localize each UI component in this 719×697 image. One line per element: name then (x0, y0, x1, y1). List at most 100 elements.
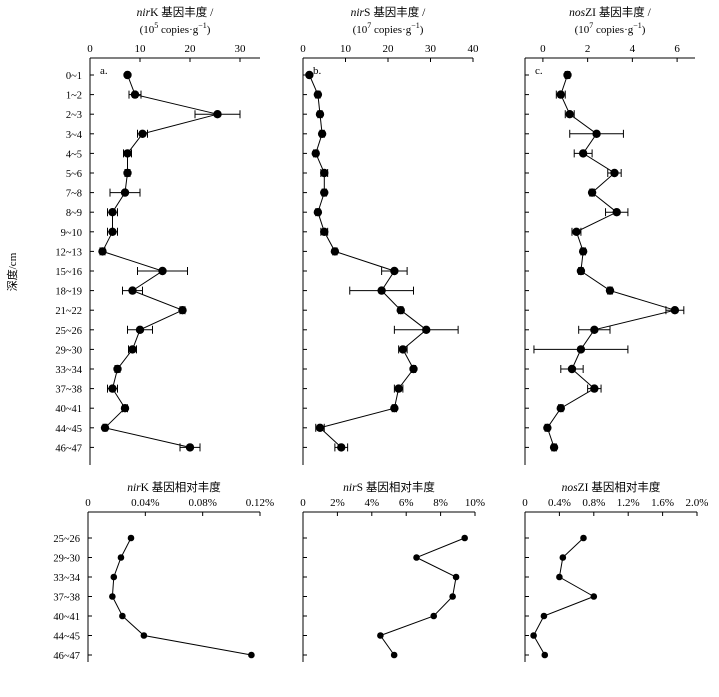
y-tick-label: 18~19 (55, 287, 82, 298)
data-point (530, 632, 537, 639)
y-tick-label: 40~41 (55, 404, 82, 415)
data-point (452, 573, 460, 581)
data-point (248, 651, 255, 659)
x-tick-label: 0 (85, 497, 91, 509)
unit-exponent-2: −1 (633, 21, 642, 30)
x-tick-label: 0 (522, 497, 528, 509)
x-tick-label: 4 (630, 43, 636, 55)
depth-axis-label: 深度/cm (5, 252, 19, 291)
gene-name-suffix: S (364, 7, 370, 19)
y-tick-label: 33~34 (53, 573, 80, 584)
y-tick-label: 9~10 (61, 228, 82, 239)
data-point (311, 149, 320, 158)
data-point (110, 573, 118, 581)
gene-name-suffix: K (141, 482, 150, 494)
x-tick-label: 0.08% (188, 497, 216, 509)
data-point (135, 325, 145, 334)
data-point (330, 247, 340, 256)
gene-name-suffix: ZI (585, 7, 596, 19)
data-point (563, 70, 572, 80)
panel-title: nirK 基因相对丰度 (127, 480, 221, 494)
x-tick-label: 10% (465, 497, 485, 509)
gene-name-italic: nir (137, 7, 151, 19)
unit-suffix: ) (420, 24, 424, 36)
data-point (610, 168, 619, 178)
data-point (409, 364, 418, 374)
data-point (100, 423, 110, 432)
panel-bottom-c: nosZI 基因相对丰度 0 0.4% 0.8% 1.2% 1.6% 2.0% (522, 480, 708, 662)
data-point (590, 384, 599, 393)
data-point (317, 129, 327, 138)
panel-title: nosZI 基因相对丰度 (562, 480, 661, 494)
x-tick-label: 0.12% (246, 497, 274, 509)
data-point (120, 188, 130, 197)
data-point (449, 593, 456, 600)
y-tick-label: 46~47 (53, 651, 80, 662)
data-point (390, 266, 399, 276)
title-rest: 基因丰度 / (370, 5, 426, 19)
y-tick-label: 25~26 (53, 534, 80, 545)
x-tick-label: 10 (340, 43, 352, 55)
data-point (590, 593, 598, 600)
y-tick-label: 29~30 (53, 554, 80, 565)
data-point (123, 70, 132, 80)
y-tick-label: 5~6 (66, 169, 82, 180)
x-tick-label: 0.4% (548, 497, 571, 509)
data-point (559, 554, 567, 561)
data-point (567, 364, 577, 374)
data-point (556, 90, 565, 99)
y-tick-label: 3~4 (66, 130, 83, 141)
panel-top-c: nosZI 基因丰度 / (107 copies·g−1) c. 0 2 4 6 (524, 5, 695, 465)
unit-exponent-2: −1 (411, 21, 420, 30)
x-tick-label: 2.0% (686, 497, 709, 509)
data-point (612, 208, 621, 217)
y-tick-label: 1~2 (66, 91, 82, 102)
panel-bottom-b: nirS 基因相对丰度 0 2% 4% 6% 8% 10% (300, 480, 485, 662)
x-tick-label: 2 (585, 43, 591, 55)
x-tick-label: 30 (235, 43, 247, 55)
x-tick-label: 8% (433, 497, 448, 509)
x-tick-label: 0 (300, 497, 306, 509)
data-point (390, 651, 398, 659)
gene-name-italic: nir (351, 7, 365, 19)
panel-title: nosZI 基因丰度 / (569, 5, 652, 19)
gene-name-suffix: ZI (578, 482, 589, 494)
gene-name-suffix: S (357, 482, 363, 494)
y-tick-label: 12~13 (55, 247, 82, 258)
data-point (128, 345, 137, 354)
panel-title: nirK 基因丰度 / (137, 5, 214, 19)
panel-label: a. (100, 65, 108, 77)
unit-exponent: 7 (367, 21, 371, 30)
y-tick-label: 37~38 (55, 385, 82, 396)
data-point (158, 266, 167, 276)
data-point (337, 443, 346, 452)
series-line (308, 74, 428, 448)
data-point (430, 612, 438, 620)
data-point (138, 129, 147, 138)
data-point (315, 423, 325, 432)
data-point (98, 247, 107, 256)
data-point (549, 443, 559, 452)
data-point (587, 188, 597, 197)
data-point (108, 384, 117, 393)
data-point (572, 227, 581, 236)
data-point (313, 90, 323, 99)
unit-exponent: 5 (154, 21, 158, 30)
y-tick-label: 2~3 (66, 110, 82, 121)
data-point (413, 554, 420, 561)
data-point (128, 286, 137, 295)
data-point (130, 90, 140, 99)
data-point (109, 593, 116, 600)
data-point (127, 534, 135, 542)
panel-bottom-a: nirK 基因相对丰度 0 0.04% 0.08% 0.12% 25~26 29~30 33~… (53, 480, 274, 662)
x-tick-label: 0.04% (131, 497, 159, 509)
data-point (113, 364, 122, 374)
y-tick-label: 4~5 (66, 149, 82, 160)
x-tick-label: 10 (135, 43, 147, 55)
data-point (140, 632, 148, 639)
data-point (461, 534, 468, 542)
title-rest: 基因丰度 / (596, 5, 652, 19)
unit-exponent-2: −1 (198, 21, 207, 30)
